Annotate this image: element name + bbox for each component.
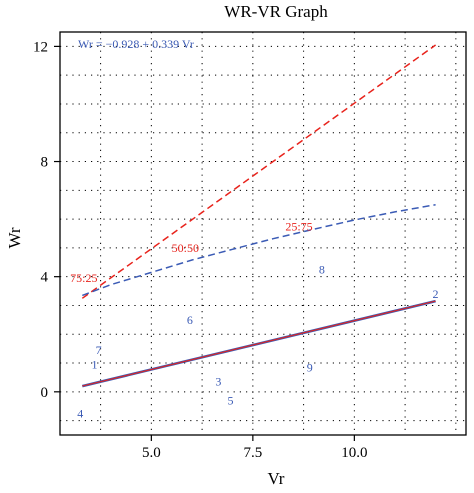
limiting-parabola xyxy=(82,203,436,297)
ratio-label: 75:25 xyxy=(70,271,97,285)
y-tick-label: 8 xyxy=(41,155,49,171)
x-tick-label: 5.0 xyxy=(142,445,161,461)
regression-equation: Wr = −0.928 + 0.339 Vr xyxy=(78,37,194,51)
data-points: 1 2 3 4 5 6 7 8 9 xyxy=(77,262,438,420)
ratio-labels: 75:25 50:50 25:75 xyxy=(70,219,313,285)
data-point-label: 2 xyxy=(433,287,439,301)
x-tick-label: 10.0 xyxy=(341,445,367,461)
x-axis-label: Vr xyxy=(268,469,285,488)
data-point-label: 4 xyxy=(77,406,83,420)
y-tick-label: 12 xyxy=(33,39,48,55)
series xyxy=(81,44,437,388)
data-point-label: 6 xyxy=(187,313,193,327)
y-axis-label: Wr xyxy=(5,227,24,248)
regression-line xyxy=(82,300,436,387)
data-point-label: 5 xyxy=(228,393,234,407)
chart-title: WR-VR Graph xyxy=(224,2,328,21)
plot-frame xyxy=(59,31,467,436)
ratio-label: 50:50 xyxy=(172,241,199,255)
data-point-label: 3 xyxy=(215,375,221,389)
upper-dashed-line xyxy=(81,44,437,299)
axis-ticks: 5.0 7.5 10.0 0 4 8 12 xyxy=(33,39,367,461)
y-tick-label: 4 xyxy=(41,270,49,286)
x-tick-label: 7.5 xyxy=(243,445,262,461)
ratio-label: 25:75 xyxy=(285,219,312,233)
y-tick-label: 0 xyxy=(41,385,49,401)
data-point-label: 7 xyxy=(96,343,102,357)
grid xyxy=(60,32,466,435)
data-point-label: 9 xyxy=(307,360,313,374)
data-point-label: 1 xyxy=(92,357,98,371)
data-point-label: 8 xyxy=(319,262,325,276)
